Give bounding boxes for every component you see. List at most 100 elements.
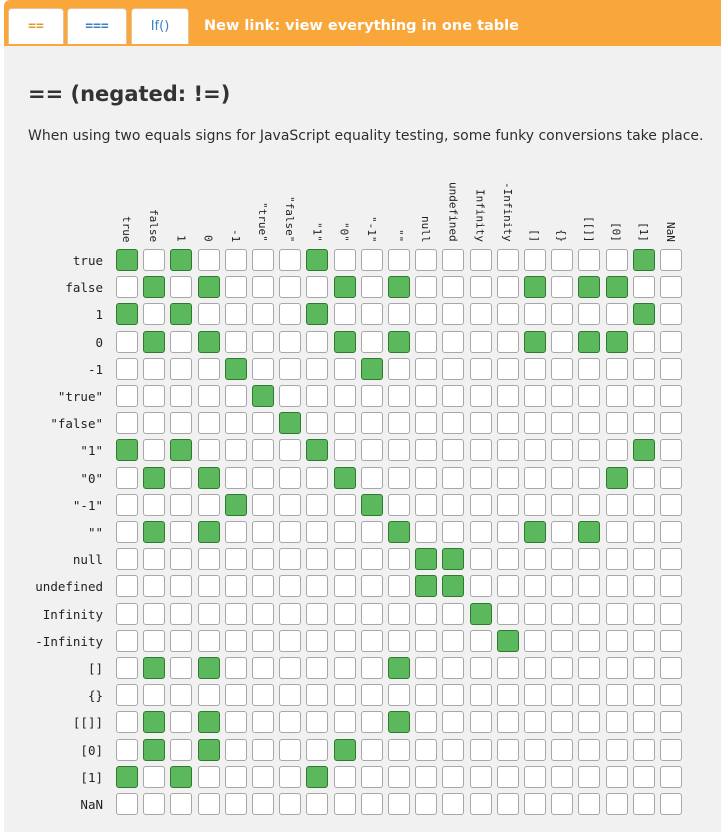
unequal-cell[interactable] — [442, 330, 465, 353]
unequal-cell[interactable] — [279, 684, 302, 707]
unequal-cell[interactable] — [170, 711, 193, 734]
unequal-cell[interactable] — [306, 793, 329, 815]
unequal-cell[interactable] — [524, 765, 546, 788]
unequal-cell[interactable] — [524, 385, 546, 407]
unequal-cell[interactable] — [143, 793, 166, 815]
unequal-cell[interactable] — [660, 521, 682, 543]
unequal-cell[interactable] — [578, 439, 601, 462]
equal-cell[interactable] — [170, 765, 193, 788]
unequal-cell[interactable] — [116, 657, 138, 679]
unequal-cell[interactable] — [116, 412, 138, 435]
unequal-cell[interactable] — [524, 738, 546, 761]
unequal-cell[interactable] — [551, 629, 574, 652]
unequal-cell[interactable] — [279, 765, 302, 788]
unequal-cell[interactable] — [605, 602, 628, 625]
unequal-cell[interactable] — [116, 276, 138, 299]
unequal-cell[interactable] — [279, 276, 302, 299]
equal-cell[interactable] — [442, 575, 465, 598]
unequal-cell[interactable] — [469, 521, 492, 543]
unequal-cell[interactable] — [279, 602, 302, 625]
unequal-cell[interactable] — [197, 684, 220, 707]
unequal-cell[interactable] — [252, 738, 274, 761]
unequal-cell[interactable] — [197, 249, 220, 271]
equal-cell[interactable] — [388, 330, 410, 353]
unequal-cell[interactable] — [469, 466, 492, 489]
unequal-cell[interactable] — [197, 439, 220, 462]
unequal-cell[interactable] — [660, 330, 682, 353]
unequal-cell[interactable] — [524, 357, 546, 380]
unequal-cell[interactable] — [632, 738, 655, 761]
unequal-cell[interactable] — [279, 249, 302, 271]
unequal-cell[interactable] — [224, 521, 247, 543]
unequal-cell[interactable] — [442, 602, 465, 625]
unequal-cell[interactable] — [551, 303, 574, 326]
unequal-cell[interactable] — [116, 521, 138, 543]
unequal-cell[interactable] — [306, 602, 329, 625]
unequal-cell[interactable] — [442, 493, 465, 516]
unequal-cell[interactable] — [333, 385, 356, 407]
equal-cell[interactable] — [197, 466, 220, 489]
unequal-cell[interactable] — [170, 575, 193, 598]
equal-cell[interactable] — [388, 521, 410, 543]
unequal-cell[interactable] — [415, 521, 438, 543]
unequal-cell[interactable] — [524, 548, 546, 571]
unequal-cell[interactable] — [524, 412, 546, 435]
equal-cell[interactable] — [279, 412, 302, 435]
unequal-cell[interactable] — [551, 493, 574, 516]
unequal-cell[interactable] — [388, 466, 410, 489]
unequal-cell[interactable] — [306, 276, 329, 299]
unequal-cell[interactable] — [306, 357, 329, 380]
unequal-cell[interactable] — [605, 303, 628, 326]
unequal-cell[interactable] — [442, 439, 465, 462]
unequal-cell[interactable] — [415, 738, 438, 761]
equal-cell[interactable] — [197, 330, 220, 353]
unequal-cell[interactable] — [279, 439, 302, 462]
equal-cell[interactable] — [388, 711, 410, 734]
unequal-cell[interactable] — [578, 765, 601, 788]
unequal-cell[interactable] — [469, 684, 492, 707]
unequal-cell[interactable] — [496, 439, 519, 462]
unequal-cell[interactable] — [496, 249, 519, 271]
unequal-cell[interactable] — [605, 548, 628, 571]
unequal-cell[interactable] — [143, 303, 166, 326]
unequal-cell[interactable] — [306, 575, 329, 598]
unequal-cell[interactable] — [252, 684, 274, 707]
unequal-cell[interactable] — [632, 765, 655, 788]
unequal-cell[interactable] — [632, 711, 655, 734]
unequal-cell[interactable] — [143, 439, 166, 462]
equal-cell[interactable] — [415, 575, 438, 598]
unequal-cell[interactable] — [415, 657, 438, 679]
unequal-cell[interactable] — [388, 385, 410, 407]
unequal-cell[interactable] — [360, 575, 383, 598]
unequal-cell[interactable] — [252, 249, 274, 271]
unequal-cell[interactable] — [496, 303, 519, 326]
unequal-cell[interactable] — [469, 439, 492, 462]
unequal-cell[interactable] — [197, 765, 220, 788]
unequal-cell[interactable] — [360, 521, 383, 543]
unequal-cell[interactable] — [360, 330, 383, 353]
equal-cell[interactable] — [306, 303, 329, 326]
unequal-cell[interactable] — [442, 249, 465, 271]
unequal-cell[interactable] — [551, 548, 574, 571]
unequal-cell[interactable] — [551, 711, 574, 734]
unequal-cell[interactable] — [116, 466, 138, 489]
unequal-cell[interactable] — [578, 657, 601, 679]
unequal-cell[interactable] — [360, 684, 383, 707]
equal-cell[interactable] — [333, 466, 356, 489]
unequal-cell[interactable] — [605, 629, 628, 652]
equal-cell[interactable] — [496, 629, 519, 652]
unequal-cell[interactable] — [605, 521, 628, 543]
unequal-cell[interactable] — [496, 548, 519, 571]
unequal-cell[interactable] — [333, 793, 356, 815]
unequal-cell[interactable] — [415, 330, 438, 353]
unequal-cell[interactable] — [496, 493, 519, 516]
unequal-cell[interactable] — [660, 765, 682, 788]
equal-cell[interactable] — [170, 439, 193, 462]
unequal-cell[interactable] — [279, 711, 302, 734]
unequal-cell[interactable] — [252, 357, 274, 380]
unequal-cell[interactable] — [116, 548, 138, 571]
unequal-cell[interactable] — [197, 303, 220, 326]
unequal-cell[interactable] — [116, 629, 138, 652]
unequal-cell[interactable] — [442, 303, 465, 326]
equal-cell[interactable] — [116, 249, 138, 271]
